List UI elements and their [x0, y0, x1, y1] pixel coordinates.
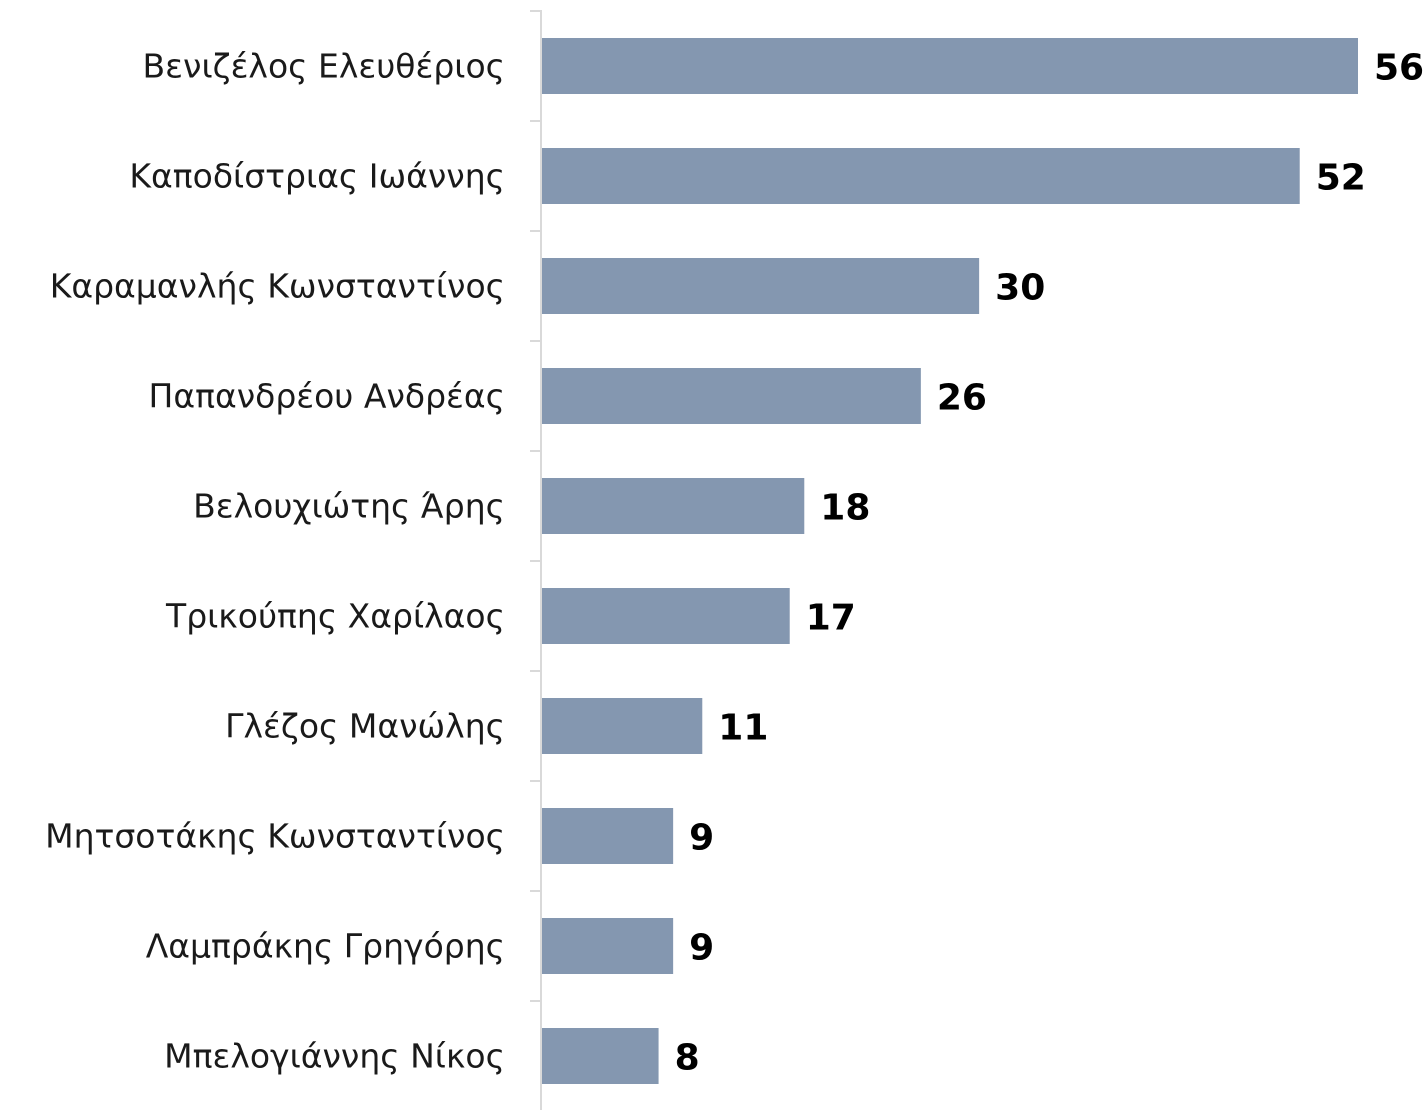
value-label: 9: [689, 928, 714, 969]
category-label: Τρικούπης Χαρίλαος: [165, 597, 505, 636]
category-label: Βελουχιώτης Άρης: [193, 487, 505, 526]
bar: [542, 588, 790, 644]
category-label: Καποδίστριας Ιωάννης: [129, 157, 505, 196]
value-label: 26: [937, 378, 987, 419]
bar: [542, 478, 805, 534]
category-label: Λαμπράκης Γρηγόρης: [146, 927, 505, 966]
category-label: Μητσοτάκης Κωνσταντίνος: [45, 817, 505, 856]
bar: [542, 148, 1300, 204]
value-label: 8: [675, 1038, 700, 1079]
bar: [542, 368, 921, 424]
value-label: 56: [1374, 48, 1424, 89]
value-label: 18: [820, 488, 870, 529]
bar: [542, 38, 1358, 94]
category-label: Βενιζέλος Ελευθέριος: [143, 47, 505, 86]
value-label: 9: [689, 818, 714, 859]
value-label: 52: [1316, 158, 1366, 199]
category-label: Γλέζος Μανώλης: [225, 707, 505, 746]
value-label: 17: [806, 598, 856, 639]
value-label: 11: [718, 708, 768, 749]
bar: [542, 808, 674, 864]
bar: [542, 698, 703, 754]
value-label: 30: [995, 268, 1045, 309]
category-label: Παπανδρέου Ανδρέας: [149, 377, 505, 416]
bar: [542, 1028, 659, 1084]
bar: [542, 258, 980, 314]
bar: [542, 918, 674, 974]
category-label: Καραμανλής Κωνσταντίνος: [50, 267, 505, 306]
category-label: Μπελογιάννης Νίκος: [164, 1037, 505, 1076]
